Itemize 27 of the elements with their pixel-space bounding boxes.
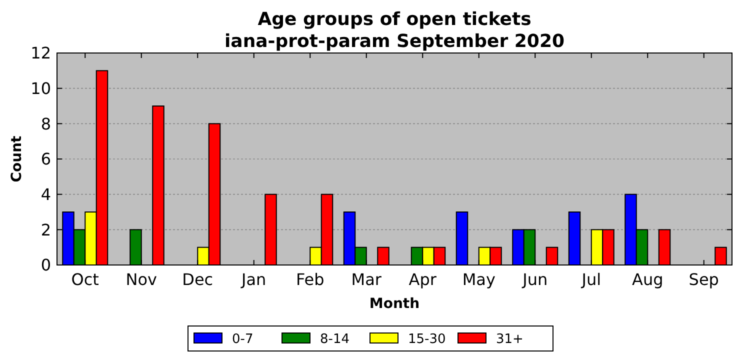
- y-axis-title: Count: [9, 135, 25, 182]
- y-tick-label: 8: [40, 114, 51, 134]
- x-tick-label: Nov: [126, 270, 157, 289]
- legend-label: 31+: [496, 332, 524, 347]
- y-tick-label: 0: [40, 256, 51, 275]
- y-tick-label: 10: [30, 78, 51, 98]
- x-tick-label: Apr: [408, 270, 437, 289]
- x-tick-label: Aug: [632, 270, 664, 289]
- x-tick-label: Jan: [240, 270, 266, 289]
- y-tick-label: 2: [40, 220, 51, 240]
- x-tick-label: Sep: [688, 270, 719, 289]
- y-tick-label: 6: [40, 150, 51, 169]
- legend-label: 8-14: [320, 332, 350, 347]
- legend-label: 15-30: [408, 332, 446, 347]
- chart-title: Age groups of open tickets: [258, 9, 532, 30]
- x-axis-title: Month: [369, 296, 420, 312]
- legend-label: 0-7: [232, 332, 254, 347]
- x-tick-label: Dec: [182, 270, 214, 289]
- x-tick-label: Feb: [296, 270, 324, 289]
- x-tick-label: Mar: [351, 270, 382, 289]
- chart-subtitle: iana-prot-param September 2020: [224, 31, 564, 52]
- y-tick-label: 4: [40, 184, 51, 204]
- y-tick-label: 12: [30, 44, 51, 63]
- x-tick-label: May: [462, 270, 496, 289]
- x-tick-label: Jul: [580, 270, 602, 289]
- x-tick-label: Jun: [522, 270, 548, 289]
- x-tick-label: Oct: [71, 270, 99, 289]
